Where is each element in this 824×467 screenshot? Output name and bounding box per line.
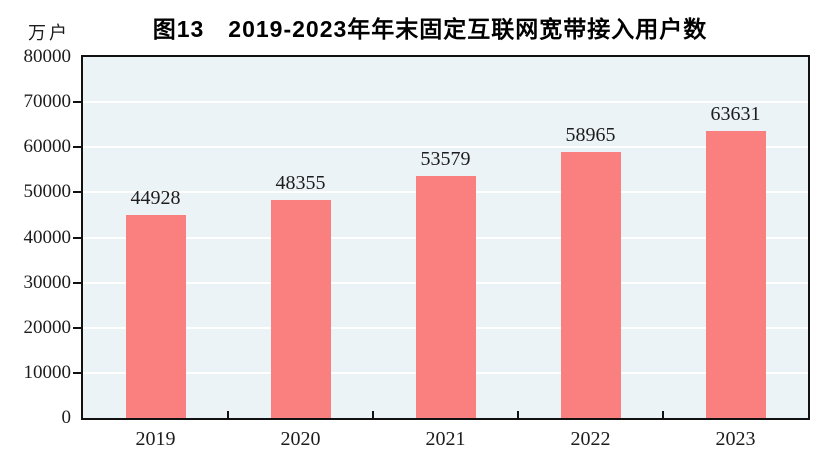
x-tick-label-2021: 2021 xyxy=(425,428,466,450)
y-tick-label: 20000 xyxy=(23,316,72,338)
y-axis-tick-mark xyxy=(73,101,81,104)
bar-2021 xyxy=(415,176,476,418)
y-axis-tick-mark xyxy=(73,146,81,149)
y-tick-label: 60000 xyxy=(23,136,72,158)
y-axis-unit-label: 万户 xyxy=(28,23,70,43)
x-tick-label-2019: 2019 xyxy=(135,428,176,450)
y-tick-label: 30000 xyxy=(23,271,72,293)
y-tick-label: 0 xyxy=(61,407,72,428)
bar-value-label: 48355 xyxy=(275,172,326,194)
x-axis-tick-mark xyxy=(517,411,519,418)
bar-2022 xyxy=(560,152,621,418)
bar-2023 xyxy=(705,131,766,418)
y-axis-tick-mark xyxy=(73,236,81,239)
gridline xyxy=(83,146,808,149)
chart-title: 图13 2019-2023年年末固定互联网宽带接入用户数 xyxy=(152,16,708,42)
bar-value-label: 44928 xyxy=(130,187,181,209)
gridline xyxy=(83,101,808,104)
x-axis-tick-mark xyxy=(227,411,229,418)
bar-value-label: 58965 xyxy=(565,124,616,146)
y-tick-label: 50000 xyxy=(23,181,72,203)
y-tick-label: 70000 xyxy=(23,91,72,113)
bar-value-label: 53579 xyxy=(420,148,471,170)
bar-2020 xyxy=(270,200,331,418)
plot-area: 44928 48355 53579 58965 63631 xyxy=(73,55,810,420)
y-axis-tick-mark xyxy=(73,326,81,329)
y-tick-label: 80000 xyxy=(23,46,72,67)
bar-value-label: 63631 xyxy=(710,103,761,125)
y-axis-tick-mark xyxy=(73,191,81,194)
y-tick-label: 10000 xyxy=(23,361,72,383)
x-tick-label-2023: 2023 xyxy=(715,428,756,450)
y-axis-tick-mark xyxy=(73,371,81,374)
y-tick-label: 40000 xyxy=(23,226,72,248)
y-axis-tick-mark xyxy=(73,281,81,284)
x-axis-tick-mark xyxy=(662,411,664,418)
x-axis-tick-mark xyxy=(372,411,374,418)
x-tick-label-2020: 2020 xyxy=(280,428,321,450)
bar-2019 xyxy=(125,215,186,418)
x-tick-label-2022: 2022 xyxy=(570,428,611,450)
